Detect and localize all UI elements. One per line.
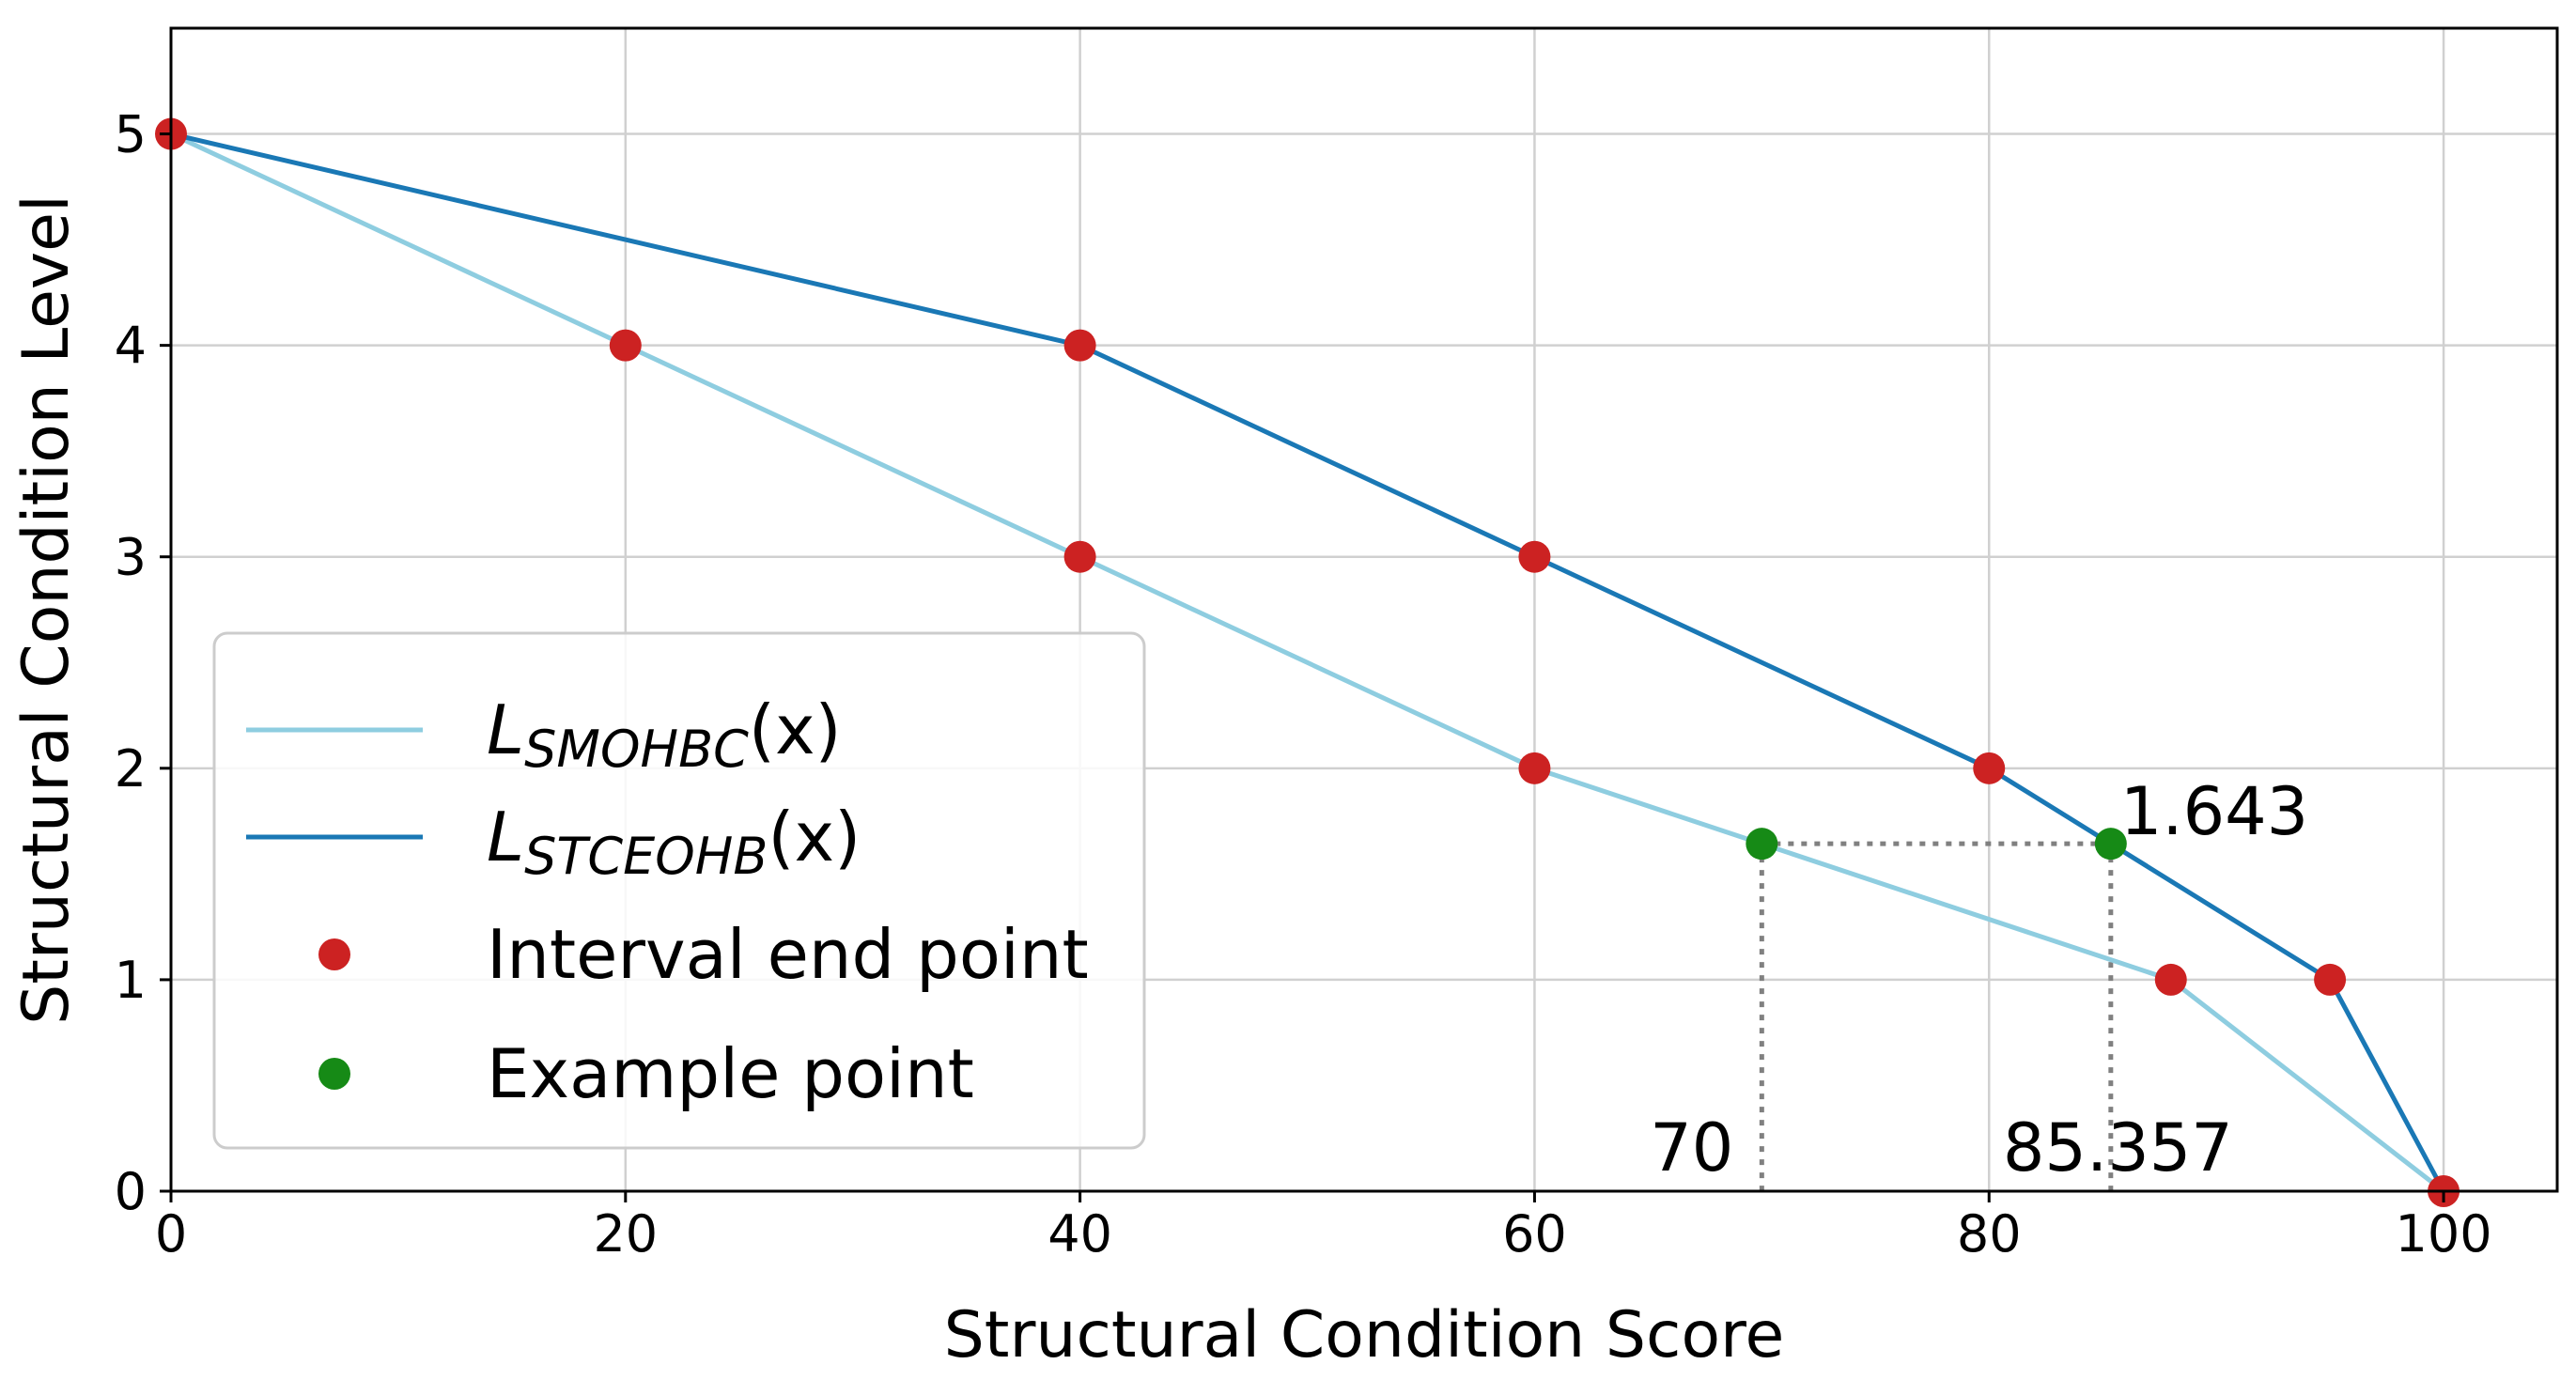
axis-ticks: 0 20 40 60 80 100 0 1 2 3 4 5 xyxy=(115,105,2492,1264)
legend-swatch-example xyxy=(318,1058,350,1090)
y-tick-label: 4 xyxy=(115,317,147,376)
legend-label-example: Example point xyxy=(487,1034,974,1113)
interval-end-point xyxy=(1518,752,1551,784)
guide-lines xyxy=(1759,841,2114,1191)
x-tick-label: 20 xyxy=(593,1204,658,1264)
y-tick-label: 3 xyxy=(115,528,147,587)
series-line-smohbc xyxy=(169,132,2445,1193)
y-tick-label: 1 xyxy=(115,951,147,1010)
x-axis-label: Structural Condition Score xyxy=(944,1298,1785,1372)
interval-end-point xyxy=(609,329,642,362)
x-tick-label: 40 xyxy=(1047,1204,1112,1264)
series-lines xyxy=(169,132,2446,1193)
x-tick-label: 0 xyxy=(155,1204,187,1264)
x-tick-label: 100 xyxy=(2396,1204,2492,1264)
legend-label: LSMOHBC(x) xyxy=(487,690,842,779)
score-b-annotation: 85.357 xyxy=(2003,1109,2233,1186)
level-value-annotation: 1.643 xyxy=(2120,773,2308,850)
interval-end-point xyxy=(1973,752,2006,784)
series-line-stceohb xyxy=(170,132,2446,1193)
example-point xyxy=(2094,828,2127,861)
example-point xyxy=(1746,828,1778,861)
x-tick-label: 60 xyxy=(1502,1204,1567,1264)
plot-frame xyxy=(169,26,2559,1193)
score-a-annotation: 70 xyxy=(1650,1109,1733,1186)
y-tick-label: 5 xyxy=(115,105,147,164)
interval-end-point xyxy=(1063,329,1096,362)
legend-swatch-endpoint xyxy=(318,938,350,970)
data-points xyxy=(155,117,2460,1207)
interval-end-point xyxy=(1518,540,1551,573)
interval-end-point xyxy=(2154,963,2187,996)
y-axis-label: Structural Condition Level xyxy=(9,194,84,1025)
legend: LSMOHBC(x) LSTCEOHB(x) Interval end point E… xyxy=(212,631,1146,1150)
interval-end-point xyxy=(1063,540,1096,573)
annotations: 1.643 70 85.357 xyxy=(1650,773,2308,1186)
y-tick-label: 0 xyxy=(115,1162,147,1221)
y-tick-label: 2 xyxy=(115,739,147,799)
interval-end-point xyxy=(2314,963,2347,996)
legend-box xyxy=(212,631,1146,1150)
legend-label-endpoint: Interval end point xyxy=(487,915,1089,994)
x-tick-label: 80 xyxy=(1957,1204,2022,1264)
legend-label: LSTCEOHB(x) xyxy=(487,798,861,886)
